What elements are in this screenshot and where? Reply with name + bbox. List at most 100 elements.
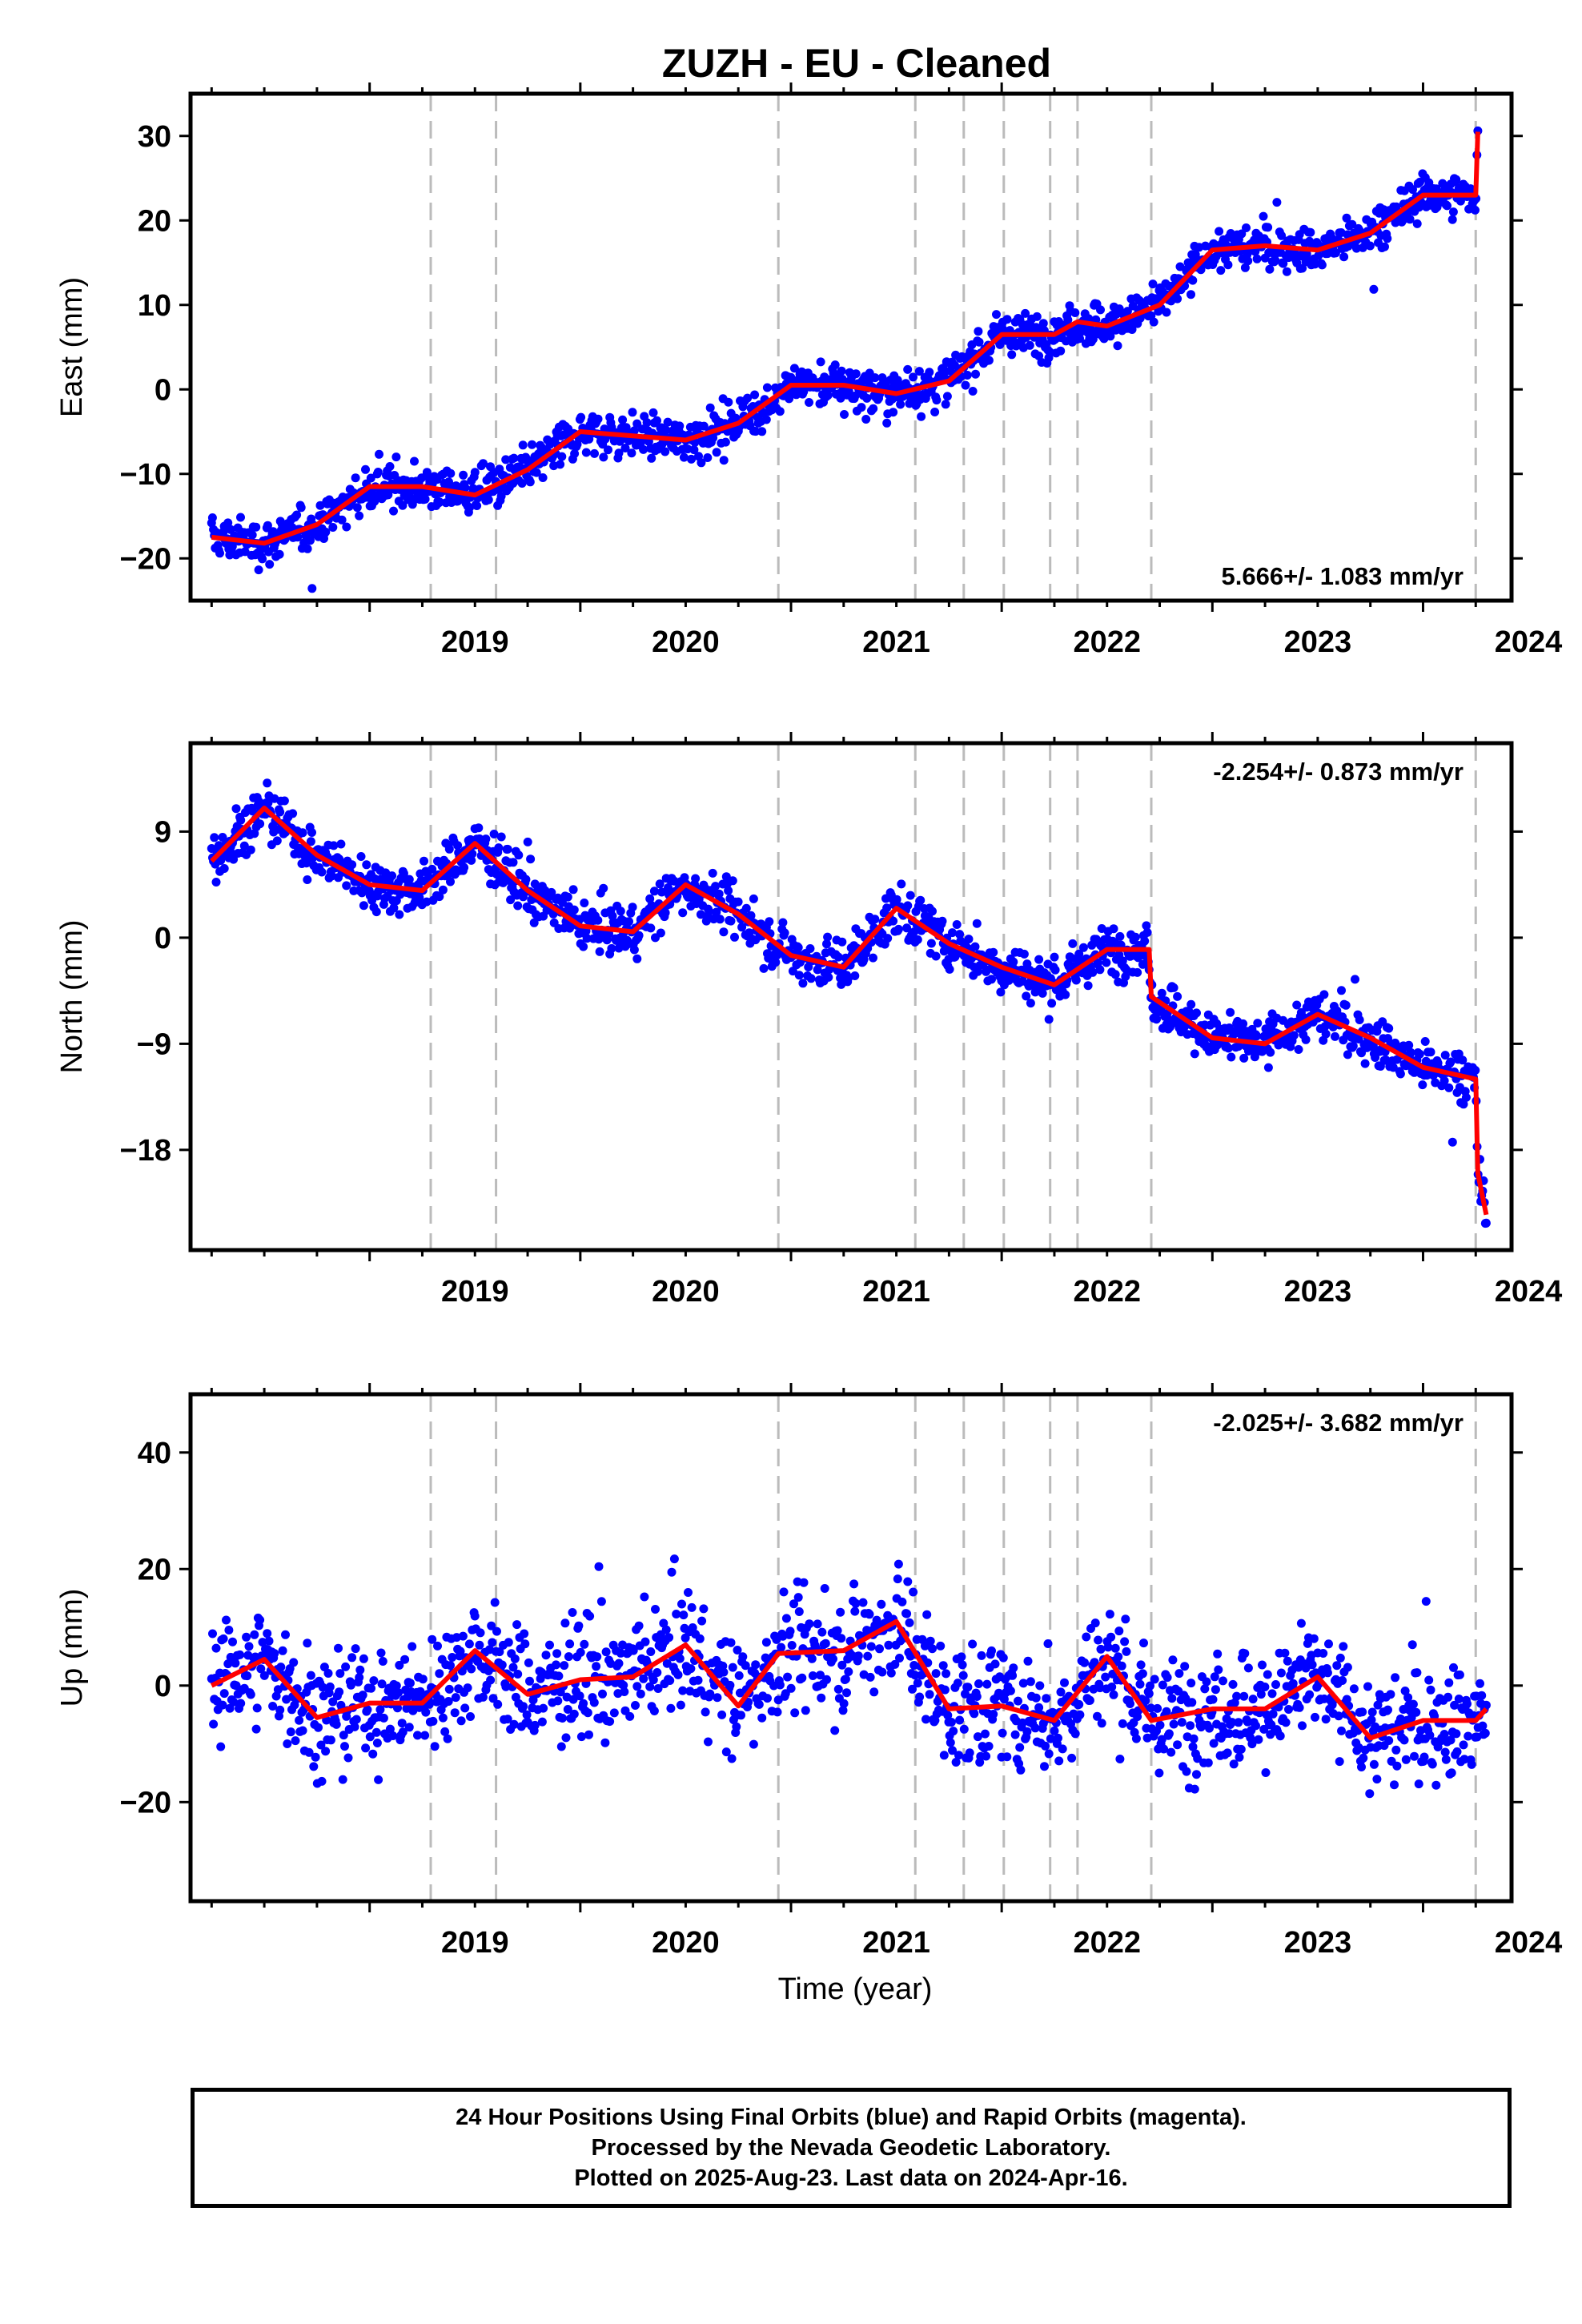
- data-point: [1252, 1031, 1262, 1041]
- data-point: [579, 942, 588, 951]
- data-point: [632, 954, 642, 963]
- data-point: [463, 1683, 472, 1693]
- data-point: [1446, 1735, 1456, 1745]
- data-point: [564, 1652, 573, 1662]
- data-point: [913, 1679, 922, 1688]
- data-point: [930, 408, 940, 416]
- data-point: [219, 1634, 228, 1643]
- data-point: [251, 1724, 261, 1734]
- data-point: [897, 1597, 907, 1606]
- data-point: [366, 473, 375, 483]
- data-point: [908, 1684, 917, 1694]
- data-point: [1335, 1757, 1344, 1767]
- data-point: [321, 1747, 331, 1756]
- data-point: [1439, 1730, 1449, 1739]
- data-point: [263, 1629, 272, 1638]
- data-point: [211, 1643, 221, 1653]
- data-point: [306, 1671, 315, 1680]
- data-point: [306, 536, 315, 545]
- data-point: [703, 453, 713, 462]
- data-point: [1424, 1675, 1434, 1685]
- data-point: [474, 823, 484, 833]
- data-point: [448, 1653, 457, 1662]
- data-point: [869, 404, 878, 413]
- data-point: [902, 923, 912, 933]
- data-point: [1476, 1679, 1484, 1688]
- data-point: [1295, 1703, 1304, 1712]
- data-point: [1391, 1745, 1401, 1755]
- data-point: [994, 1688, 1004, 1698]
- data-point: [789, 364, 799, 373]
- data-point: [1240, 263, 1250, 272]
- data-point: [1225, 1729, 1234, 1739]
- data-point: [235, 1650, 245, 1659]
- data-point: [444, 1684, 454, 1694]
- data-point: [504, 1638, 513, 1647]
- data-point: [596, 1597, 606, 1606]
- data-point: [1113, 341, 1122, 351]
- data-point: [1365, 1789, 1375, 1799]
- data-point: [394, 1688, 404, 1698]
- data-point: [624, 917, 633, 927]
- data-point: [1277, 231, 1287, 240]
- data-point: [247, 530, 257, 540]
- data-point: [1167, 1694, 1177, 1703]
- data-point: [1187, 1698, 1197, 1707]
- data-point: [1444, 1083, 1454, 1092]
- data-point: [1169, 1719, 1178, 1729]
- data-point: [468, 849, 477, 858]
- data-point: [428, 1716, 438, 1726]
- data-point: [1189, 1734, 1199, 1743]
- data-point: [1248, 1695, 1258, 1704]
- data-point: [356, 852, 366, 861]
- data-point: [678, 908, 688, 918]
- data-point: [632, 419, 642, 428]
- data-point: [295, 1715, 304, 1725]
- data-point: [1392, 1761, 1402, 1771]
- data-point: [922, 1610, 932, 1619]
- data-point: [672, 1610, 681, 1618]
- data-point: [780, 928, 789, 938]
- data-point: [493, 1699, 503, 1709]
- data-point: [1190, 1049, 1199, 1059]
- data-point: [1162, 308, 1171, 317]
- data-point: [648, 408, 658, 417]
- data-point: [1357, 1763, 1366, 1771]
- data-point: [778, 918, 788, 927]
- data-point: [903, 364, 913, 374]
- data-point: [303, 1638, 312, 1648]
- data-point: [579, 1699, 588, 1708]
- data-point: [732, 1722, 741, 1731]
- data-point: [1384, 1736, 1394, 1745]
- data-point: [302, 858, 311, 868]
- data-point: [553, 1696, 563, 1706]
- data-point: [816, 1671, 825, 1680]
- data-point: [400, 1655, 410, 1664]
- data-point: [1467, 1759, 1476, 1769]
- data-point: [1405, 215, 1415, 224]
- data-point: [1094, 1635, 1103, 1645]
- data-point: [307, 584, 317, 593]
- data-point: [1478, 1721, 1488, 1731]
- data-point: [737, 923, 747, 932]
- data-point: [554, 1671, 564, 1681]
- data-point: [1192, 1008, 1201, 1018]
- data-point: [1480, 1728, 1490, 1738]
- data-point: [1229, 1759, 1239, 1769]
- data-point: [1166, 1747, 1176, 1757]
- data-point: [939, 1751, 949, 1760]
- data-point: [833, 1684, 843, 1694]
- data-point: [492, 1626, 501, 1636]
- data-point: [488, 1694, 498, 1703]
- data-point: [1188, 1742, 1198, 1751]
- data-point: [1152, 1015, 1161, 1024]
- data-point: [1173, 1740, 1182, 1750]
- data-point: [275, 549, 284, 559]
- data-point: [790, 1708, 800, 1718]
- data-point: [749, 1739, 758, 1749]
- data-point: [446, 877, 455, 887]
- data-point: [246, 845, 255, 854]
- data-point: [1262, 1031, 1271, 1040]
- data-point: [1282, 267, 1291, 276]
- data-point: [731, 413, 741, 423]
